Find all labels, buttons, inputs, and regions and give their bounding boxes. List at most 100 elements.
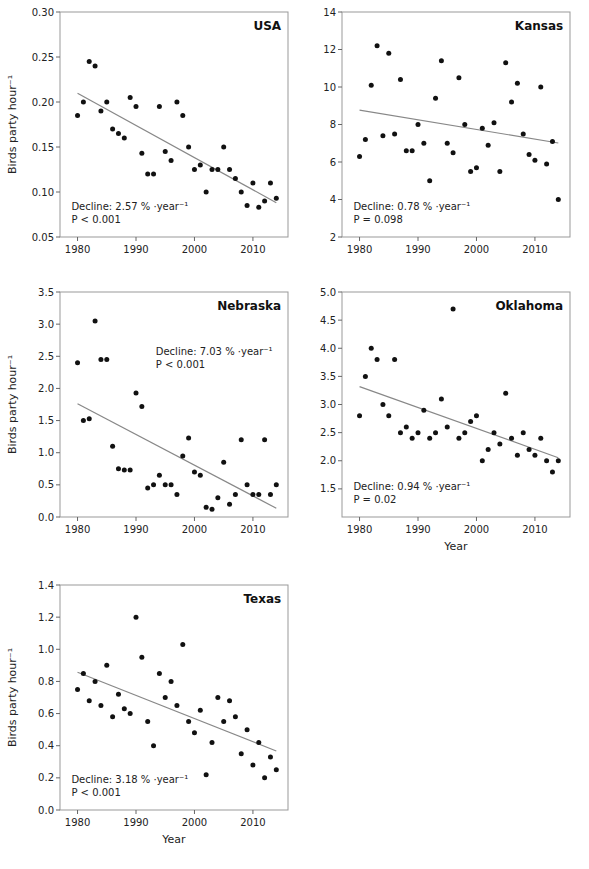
point [497,441,502,446]
point [433,430,438,435]
point [163,482,168,487]
point [210,167,215,172]
x-axis: 1980199020002010 [65,237,266,255]
y-tick [56,57,60,58]
point [245,727,250,732]
x-tick-label: 1980 [65,817,90,828]
x-tick [252,237,253,241]
y-tick-label: 0.4 [38,740,54,751]
y-tick-label: 14 [323,7,336,18]
point [157,104,162,109]
y-tick-label: 0.25 [32,52,54,63]
point [233,714,238,719]
y-tick-label: 3.5 [320,371,336,382]
point [151,743,156,748]
point [139,404,144,409]
y-axis: 0.050.100.150.200.250.30 [32,7,60,243]
point [538,85,543,90]
y-tick [56,147,60,148]
y-tick-label: 10 [323,82,336,93]
y-axis: 2468101214 [323,7,342,243]
point [145,172,150,177]
point [445,425,450,430]
x-tick [136,517,137,521]
point [98,703,103,708]
point [204,772,209,777]
plot-frame [342,12,570,237]
y-tick-label: 0.8 [38,676,54,687]
point [134,104,139,109]
point [468,169,473,174]
y-tick [56,452,60,453]
point [134,390,139,395]
y-tick-label: 1.0 [38,644,54,655]
point [210,507,215,512]
point [139,151,144,156]
y-tick [56,324,60,325]
y-tick [338,124,342,125]
point [550,139,555,144]
y-tick [56,484,60,485]
point [262,199,267,204]
x-axis: 1980199020002010 [347,237,548,255]
x-tick-label: 2000 [464,524,489,535]
point [509,436,514,441]
point [163,149,168,154]
point [186,719,191,724]
point [186,435,191,440]
y-tick-label: 0.10 [32,187,54,198]
point [81,418,86,423]
point [81,671,86,676]
y-tick-label: 6 [330,157,336,168]
point [104,100,109,105]
y-axis-label: Birds party hour⁻¹ [6,355,19,454]
y-tick-label: 1.5 [320,483,336,494]
data [357,43,561,202]
point [486,143,491,148]
x-tick [476,237,477,241]
point [110,127,115,132]
x-tick-label: 1980 [347,244,372,255]
y-tick-label: 0.20 [32,97,54,108]
data [75,318,279,511]
y-tick [56,585,60,586]
point [398,77,403,82]
x-axis-label: Year [161,833,186,846]
point [198,708,203,713]
point [433,96,438,101]
point [210,740,215,745]
point [250,763,255,768]
y-tick [338,348,342,349]
point [427,178,432,183]
point [174,100,179,105]
y-tick-label: 0.2 [38,772,54,783]
point [163,695,168,700]
point [556,458,561,463]
point [268,181,273,186]
y-tick [56,681,60,682]
point [492,430,497,435]
annotation: P < 0.001 [156,359,205,370]
point [245,482,250,487]
panel: 24681012141980199020002010KansasDecline:… [323,7,570,256]
y-tick [56,12,60,13]
point [157,473,162,478]
y-tick-label: 4 [330,194,336,205]
x-tick-label: 2010 [522,524,547,535]
point [116,466,121,471]
point [169,679,174,684]
y-tick-label: 3.0 [38,319,54,330]
point [93,679,98,684]
plot-frame [60,292,288,517]
point [404,425,409,430]
point [256,740,261,745]
point [81,100,86,105]
point [386,413,391,418]
x-tick [359,517,360,521]
x-tick [476,517,477,521]
point [98,357,103,362]
point [204,190,209,195]
y-tick [56,292,60,293]
y-tick [338,320,342,321]
x-tick [77,517,78,521]
